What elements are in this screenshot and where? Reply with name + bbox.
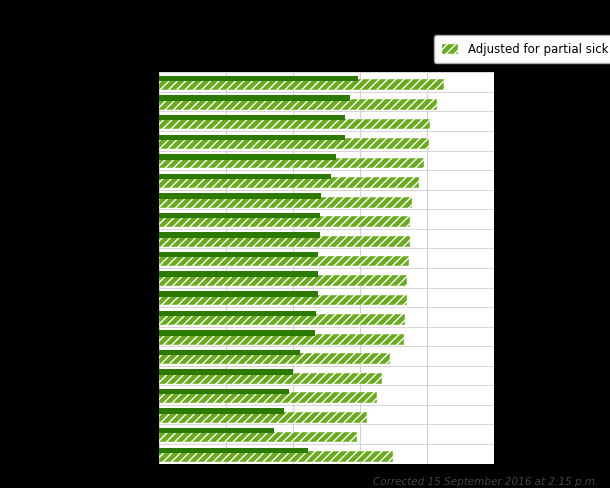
Bar	[159, 412, 367, 423]
Bar	[159, 276, 407, 286]
Bar	[159, 174, 331, 180]
Bar	[159, 120, 431, 130]
Bar	[159, 389, 290, 394]
Bar	[159, 393, 377, 404]
Bar	[159, 96, 350, 102]
Bar	[159, 139, 429, 150]
Bar	[159, 432, 357, 443]
Bar	[159, 237, 410, 247]
Bar	[159, 155, 337, 160]
Bar	[159, 100, 437, 111]
Bar	[159, 428, 274, 433]
Bar	[159, 194, 321, 199]
Bar	[159, 178, 418, 189]
Bar	[159, 334, 404, 345]
Bar	[159, 354, 390, 365]
Bar	[159, 291, 318, 297]
Text: Corrected 15 September 2016 at 2:15 p.m.: Corrected 15 September 2016 at 2:15 p.m.	[373, 476, 598, 486]
Bar	[159, 315, 405, 325]
Bar	[159, 295, 407, 306]
Bar	[159, 408, 284, 414]
Bar	[159, 369, 293, 375]
Bar	[159, 330, 315, 336]
Bar	[159, 198, 412, 208]
Bar	[159, 272, 318, 277]
Bar	[159, 213, 320, 219]
Bar	[159, 350, 300, 355]
Bar	[159, 159, 424, 169]
Bar	[159, 373, 382, 384]
Bar	[159, 447, 308, 453]
Bar	[159, 233, 320, 238]
Bar	[159, 451, 393, 462]
Bar	[159, 77, 358, 82]
Bar	[159, 256, 409, 267]
Bar	[159, 311, 317, 316]
Bar	[159, 116, 345, 121]
Bar	[159, 81, 443, 91]
Legend: Adjusted for partial sick leave, Total: Adjusted for partial sick leave, Total	[434, 36, 610, 63]
Bar	[159, 135, 345, 141]
Bar	[159, 217, 410, 228]
Bar	[159, 252, 318, 258]
